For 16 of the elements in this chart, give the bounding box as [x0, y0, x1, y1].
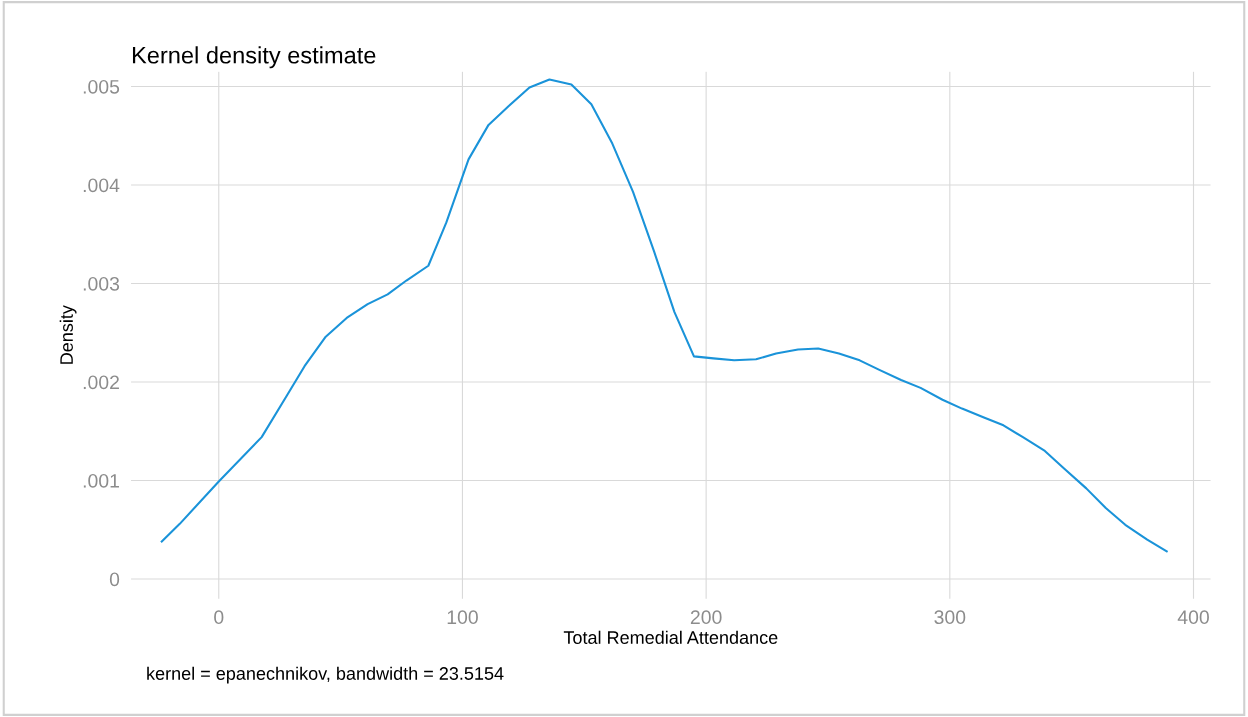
line-series — [160, 78, 1168, 553]
x-tick-label: 400 — [1177, 610, 1209, 625]
x-tick-label: 300 — [934, 610, 966, 625]
y-tick-label: .003 — [83, 276, 120, 291]
y-tick-label: .004 — [83, 178, 120, 193]
y-tick-label: .001 — [83, 473, 119, 488]
x-tick-label: 0 — [214, 610, 224, 625]
x-tick-label: 100 — [447, 610, 478, 625]
x-tick-label: 200 — [690, 610, 722, 625]
y-tick-label: .002 — [83, 375, 119, 390]
x-axis-title: Total Remedial Attendance — [563, 630, 778, 644]
text: kernel = epanechnikov, bandwidth = 23.5154 — [147, 666, 504, 684]
y-axis-title: Density — [59, 305, 77, 364]
y-tick-label: 0 — [109, 572, 120, 587]
y-tick-label: .005 — [83, 79, 120, 94]
chart-title: Kernel density estimate — [132, 46, 376, 69]
